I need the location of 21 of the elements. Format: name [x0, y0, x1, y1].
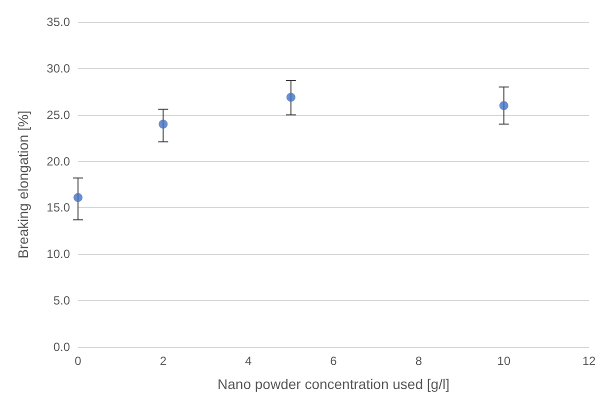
y-tick-label: 20.0 — [46, 154, 70, 168]
x-tick-label: 10 — [497, 354, 511, 368]
x-tick-label: 8 — [415, 354, 422, 368]
x-axis-title: Nano powder concentration used [g/l] — [218, 376, 450, 392]
y-tick-label: 10.0 — [46, 247, 70, 262]
point — [499, 101, 508, 110]
x-tick-label: 2 — [160, 354, 167, 368]
y-tick-label: 25.0 — [46, 108, 70, 122]
point — [158, 120, 168, 129]
y-tick-label: 15.0 — [46, 200, 70, 215]
x-tick-label: 0 — [74, 354, 82, 368]
point — [286, 92, 296, 102]
point — [74, 193, 82, 202]
y-tick-label: 0.0 — [53, 340, 70, 354]
y-axis-title: Breaking elongation [%] — [15, 110, 31, 258]
y-tick-label: 5.0 — [53, 294, 70, 308]
x-tick-label: 4 — [244, 354, 252, 368]
x-tick-label: 6 — [330, 354, 338, 368]
y-tick-label: 30.0 — [46, 61, 70, 76]
y-tick-label: 35.0 — [46, 15, 70, 29]
x-tick-label: 12 — [582, 354, 596, 368]
